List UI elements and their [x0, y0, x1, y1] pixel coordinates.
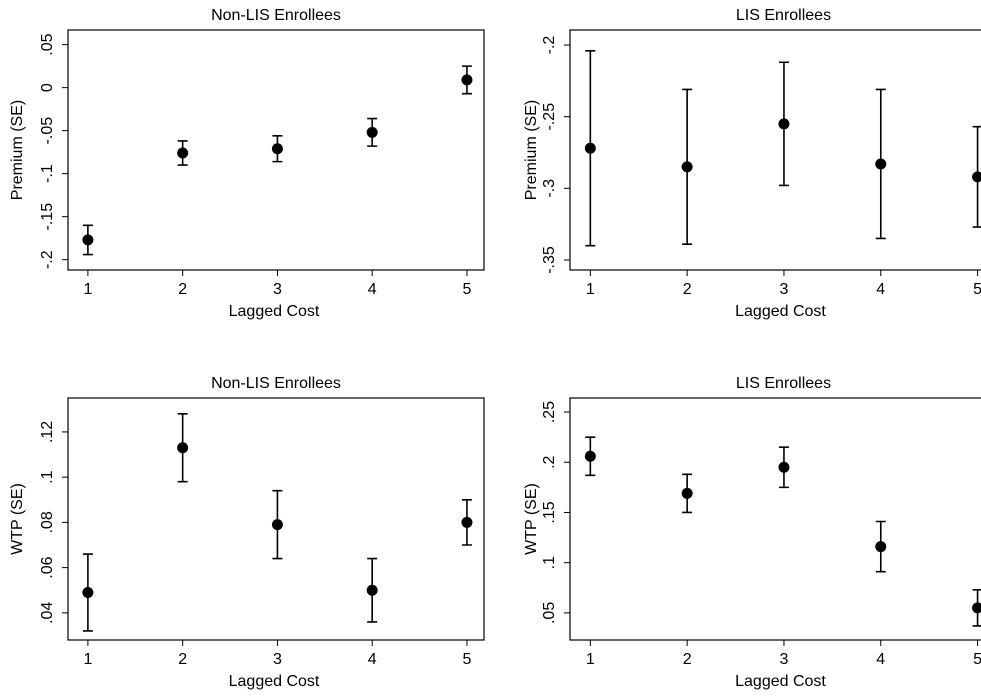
y-tick-label: .05 [541, 602, 558, 624]
x-tick-label: 1 [586, 281, 595, 298]
x-tick-label: 2 [178, 651, 187, 668]
y-tick-label: .06 [39, 556, 56, 578]
x-tick-label: 5 [462, 651, 471, 668]
point [461, 74, 473, 86]
point [972, 602, 981, 614]
x-axis-label: Lagged Cost [735, 303, 826, 320]
point [177, 147, 189, 159]
x-tick-label: 3 [779, 651, 788, 668]
x-tick-label: 3 [779, 281, 788, 298]
point [177, 442, 189, 454]
point [82, 234, 94, 246]
chart-title: Non-LIS Enrollees [211, 375, 341, 392]
y-tick-label: -.05 [39, 117, 56, 145]
point [584, 142, 596, 154]
x-axis-label: Lagged Cost [229, 303, 320, 320]
y-tick-label: .05 [39, 33, 56, 55]
x-axis-label: Lagged Cost [735, 673, 826, 690]
point [972, 171, 981, 183]
y-axis-label: Premium (SE) [9, 100, 26, 200]
x-tick-label: 4 [876, 281, 885, 298]
x-tick-label: 2 [683, 651, 692, 668]
plot-frame [569, 397, 981, 641]
point [778, 118, 790, 130]
y-tick-label: .15 [541, 501, 558, 523]
x-tick-label: 1 [83, 281, 92, 298]
x-tick-label: 2 [178, 281, 187, 298]
plot-frame [67, 29, 485, 271]
y-axis-label: WTP (SE) [523, 483, 540, 555]
y-axis-label: WTP (SE) [9, 483, 26, 555]
y-tick-label: -.3 [541, 179, 558, 198]
x-tick-label: 1 [83, 651, 92, 668]
y-tick-label: .1 [39, 470, 56, 483]
y-tick-label: 0 [39, 83, 56, 92]
x-tick-label: 5 [973, 651, 981, 668]
plot-frame [569, 29, 981, 271]
point [271, 519, 283, 531]
y-tick-label: .08 [39, 511, 56, 533]
point [681, 487, 693, 499]
x-tick-label: 1 [586, 651, 595, 668]
x-tick-label: 4 [368, 651, 377, 668]
y-axis-label: Premium (SE) [523, 100, 540, 200]
y-tick-label: .12 [39, 421, 56, 443]
point [875, 541, 887, 553]
point [875, 158, 887, 170]
y-tick-label: -.15 [39, 203, 56, 231]
x-tick-label: 3 [273, 281, 282, 298]
x-tick-label: 2 [683, 281, 692, 298]
point [681, 161, 693, 173]
y-tick-label: -.2 [39, 250, 56, 269]
x-tick-label: 5 [462, 281, 471, 298]
y-tick-label: -.1 [39, 164, 56, 183]
x-tick-label: 3 [273, 651, 282, 668]
point [778, 461, 790, 473]
point [82, 587, 94, 599]
y-tick-label: .25 [541, 401, 558, 423]
chart-title: LIS Enrollees [736, 7, 831, 24]
x-tick-label: 4 [368, 281, 377, 298]
point [271, 143, 283, 155]
x-tick-label: 5 [973, 281, 981, 298]
x-axis-label: Lagged Cost [229, 673, 320, 690]
chart-title: Non-LIS Enrollees [211, 7, 341, 24]
y-tick-label: .2 [541, 455, 558, 468]
y-tick-label: .1 [541, 556, 558, 569]
y-tick-label: -.35 [541, 246, 558, 274]
y-tick-label: -.2 [541, 36, 558, 55]
point [584, 450, 596, 462]
x-tick-label: 4 [876, 651, 885, 668]
y-tick-label: .04 [39, 602, 56, 624]
point [366, 584, 378, 596]
point [366, 126, 378, 138]
y-tick-label: -.25 [541, 103, 558, 131]
chart-title: LIS Enrollees [736, 375, 831, 392]
point [461, 516, 473, 528]
plot-frame [67, 397, 485, 641]
